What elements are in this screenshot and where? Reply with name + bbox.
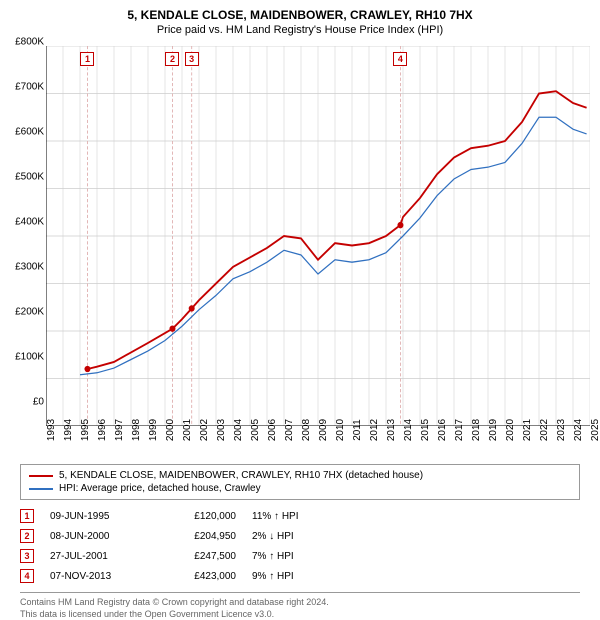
y-tick-label: £500K xyxy=(6,172,44,183)
x-tick-label: 2022 xyxy=(539,419,550,441)
x-tick-label: 1997 xyxy=(114,419,125,441)
x-tick-label: 2019 xyxy=(488,419,499,441)
y-tick-label: £100K xyxy=(6,352,44,363)
chart-marker-4: 4 xyxy=(393,52,407,66)
x-tick-label: 1998 xyxy=(131,419,142,441)
x-tick-label: 2001 xyxy=(182,419,193,441)
tx-price: £120,000 xyxy=(156,511,236,522)
x-tick-label: 2024 xyxy=(573,419,584,441)
legend-swatch xyxy=(29,488,53,490)
x-tick-label: 2015 xyxy=(420,419,431,441)
tx-date: 09-JUN-1995 xyxy=(50,511,140,522)
x-tick-label: 2020 xyxy=(505,419,516,441)
footer-note: Contains HM Land Registry data © Crown c… xyxy=(20,592,580,620)
tx-date: 27-JUL-2001 xyxy=(50,551,140,562)
chart-container: 5, KENDALE CLOSE, MAIDENBOWER, CRAWLEY, … xyxy=(0,0,600,620)
x-tick-label: 2013 xyxy=(386,419,397,441)
x-tick-label: 2023 xyxy=(556,419,567,441)
x-tick-label: 2008 xyxy=(301,419,312,441)
x-tick-label: 2009 xyxy=(318,419,329,441)
chart-svg xyxy=(46,46,590,426)
y-tick-label: £300K xyxy=(6,262,44,273)
transaction-row: 4 07-NOV-2013 £423,000 9% ↑ HPI xyxy=(20,566,580,586)
transactions-table: 1 09-JUN-1995 £120,000 11% ↑ HPI 2 08-JUN-200… xyxy=(20,506,580,586)
footer-line-2: This data is licensed under the Open Gov… xyxy=(20,609,580,620)
tx-pct: 7% ↑ HPI xyxy=(252,551,352,562)
legend-label: HPI: Average price, detached house, Craw… xyxy=(59,483,261,494)
tx-marker: 4 xyxy=(20,569,34,583)
y-tick-label: £400K xyxy=(6,217,44,228)
footer-line-1: Contains HM Land Registry data © Crown c… xyxy=(20,597,580,609)
y-axis-labels: £0£100K£200K£300K£400K£500K£600K£700K£80… xyxy=(6,42,44,402)
title-block: 5, KENDALE CLOSE, MAIDENBOWER, CRAWLEY, … xyxy=(0,0,600,40)
y-tick-label: £200K xyxy=(6,307,44,318)
tx-price: £204,950 xyxy=(156,531,236,542)
x-tick-label: 2004 xyxy=(233,419,244,441)
x-tick-label: 2006 xyxy=(267,419,278,441)
tx-price: £423,000 xyxy=(156,571,236,582)
tx-pct: 11% ↑ HPI xyxy=(252,511,352,522)
tx-date: 08-JUN-2000 xyxy=(50,531,140,542)
y-tick-label: £0 xyxy=(6,397,44,408)
chart-marker-2: 2 xyxy=(165,52,179,66)
tx-pct: 9% ↑ HPI xyxy=(252,571,352,582)
title-subtitle: Price paid vs. HM Land Registry's House … xyxy=(10,24,590,36)
x-tick-label: 1993 xyxy=(46,419,57,441)
x-tick-label: 2000 xyxy=(165,419,176,441)
tx-marker: 3 xyxy=(20,549,34,563)
x-tick-label: 2025 xyxy=(590,419,600,441)
y-tick-label: £700K xyxy=(6,82,44,93)
x-tick-label: 1994 xyxy=(63,419,74,441)
x-tick-label: 2010 xyxy=(335,419,346,441)
tx-pct: 2% ↓ HPI xyxy=(252,531,352,542)
x-tick-label: 1995 xyxy=(80,419,91,441)
legend-row: 5, KENDALE CLOSE, MAIDENBOWER, CRAWLEY, … xyxy=(29,469,571,482)
x-tick-label: 2014 xyxy=(403,419,414,441)
x-tick-label: 2012 xyxy=(369,419,380,441)
legend-label: 5, KENDALE CLOSE, MAIDENBOWER, CRAWLEY, … xyxy=(59,470,423,481)
y-tick-label: £600K xyxy=(6,127,44,138)
legend-row: HPI: Average price, detached house, Craw… xyxy=(29,482,571,495)
x-tick-label: 2016 xyxy=(437,419,448,441)
x-axis-labels: 1993199419951996199719981999200020012002… xyxy=(46,428,590,456)
x-tick-label: 2007 xyxy=(284,419,295,441)
chart-marker-3: 3 xyxy=(185,52,199,66)
x-tick-label: 2002 xyxy=(199,419,210,441)
x-tick-label: 2021 xyxy=(522,419,533,441)
x-tick-label: 2003 xyxy=(216,419,227,441)
transaction-row: 2 08-JUN-2000 £204,950 2% ↓ HPI xyxy=(20,526,580,546)
legend-box: 5, KENDALE CLOSE, MAIDENBOWER, CRAWLEY, … xyxy=(20,464,580,500)
tx-price: £247,500 xyxy=(156,551,236,562)
x-tick-label: 1996 xyxy=(97,419,108,441)
chart-marker-1: 1 xyxy=(80,52,94,66)
tx-date: 07-NOV-2013 xyxy=(50,571,140,582)
transaction-row: 3 27-JUL-2001 £247,500 7% ↑ HPI xyxy=(20,546,580,566)
chart-area: 1 23 4 xyxy=(46,46,590,426)
x-tick-label: 2018 xyxy=(471,419,482,441)
tx-marker: 2 xyxy=(20,529,34,543)
tx-marker: 1 xyxy=(20,509,34,523)
x-tick-label: 2005 xyxy=(250,419,261,441)
x-tick-label: 2011 xyxy=(352,419,363,441)
y-tick-label: £800K xyxy=(6,37,44,48)
x-tick-label: 1999 xyxy=(148,419,159,441)
x-tick-label: 2017 xyxy=(454,419,465,441)
title-address: 5, KENDALE CLOSE, MAIDENBOWER, CRAWLEY, … xyxy=(10,8,590,22)
legend-swatch xyxy=(29,475,53,477)
transaction-row: 1 09-JUN-1995 £120,000 11% ↑ HPI xyxy=(20,506,580,526)
